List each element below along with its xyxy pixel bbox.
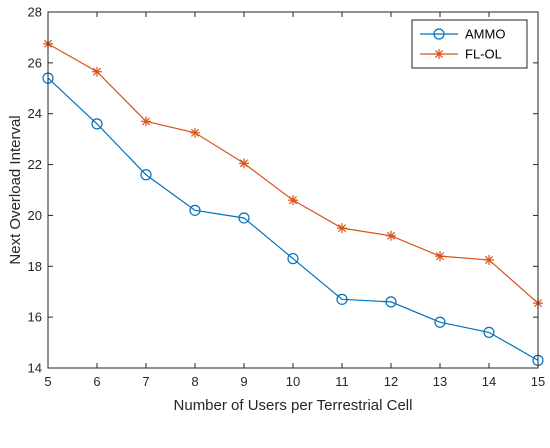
legend-label-ammo: AMMO: [465, 27, 505, 42]
y-ticks: 14 16 18 20 22 24 26 28: [28, 5, 538, 376]
data-point-fl-ol: [337, 223, 347, 234]
asterisk-stroke: [190, 128, 200, 137]
y-tick-label: 28: [28, 5, 42, 20]
asterisk-stroke: [337, 224, 347, 233]
y-tick-label: 26: [28, 55, 42, 70]
data-point-fl-ol: [435, 251, 445, 262]
legend-marker-fl-ol: [434, 49, 444, 59]
x-axis-title: Number of Users per Terrestrial Cell: [174, 397, 413, 414]
asterisk-stroke: [92, 67, 102, 76]
legend-box: [411, 19, 528, 69]
x-tick-label: 10: [286, 374, 300, 389]
data-point-fl-ol: [484, 254, 494, 265]
y-tick-label: 22: [28, 157, 42, 172]
data-point-fl-ol: [288, 195, 298, 206]
x-tick-label: 15: [531, 374, 545, 389]
legend-items: AMMO FL-OL: [420, 27, 505, 62]
x-tick-label: 7: [142, 374, 149, 389]
asterisk-stroke: [435, 252, 445, 261]
data-point-ammo: [336, 293, 348, 305]
y-axis-title: Next Overload Interval: [7, 115, 24, 264]
series-line-ammo: [47, 77, 539, 361]
asterisk-stroke: [434, 49, 444, 59]
y-tick-label: 24: [28, 106, 42, 121]
x-tick-label: 6: [93, 374, 100, 389]
asterisk-stroke: [141, 117, 151, 126]
asterisk-stroke: [484, 255, 494, 264]
asterisk-stroke: [239, 159, 249, 168]
x-tick-label: 8: [191, 374, 198, 389]
x-ticks: 5 6 7 8 9 10 11 12 13 14 15: [44, 12, 545, 389]
y-tick-label: 16: [28, 310, 42, 325]
data-point-ammo: [238, 212, 250, 224]
data-point-fl-ol: [386, 230, 396, 241]
legend-label-fl-ol: FL-OL: [465, 47, 502, 62]
data-point-fl-ol: [239, 158, 249, 169]
asterisk-stroke: [288, 196, 298, 205]
y-tick-label: 20: [28, 208, 42, 223]
x-tick-label: 5: [44, 374, 51, 389]
y-tick-label: 14: [28, 361, 42, 376]
data-point-ammo: [385, 296, 397, 308]
data-point-fl-ol: [141, 116, 151, 127]
x-tick-label: 13: [433, 374, 447, 389]
x-tick-label: 14: [482, 374, 496, 389]
y-tick-label: 18: [28, 259, 42, 274]
x-tick-label: 11: [335, 374, 349, 389]
data-point-ammo: [189, 204, 201, 216]
legend-marker-ammo: [433, 28, 445, 40]
data-point-fl-ol: [92, 66, 102, 77]
data-point-ammo: [91, 118, 103, 130]
data-point-ammo: [140, 169, 152, 181]
x-tick-label: 9: [240, 374, 247, 389]
x-tick-label: 12: [384, 374, 398, 389]
data-point-ammo: [434, 316, 446, 328]
data-point-ammo: [483, 326, 495, 338]
data-point-ammo: [287, 253, 299, 265]
plot-area: [48, 12, 538, 368]
asterisk-stroke: [386, 231, 396, 240]
data-point-fl-ol: [190, 127, 200, 138]
legend: AMMO FL-OL: [411, 19, 528, 69]
